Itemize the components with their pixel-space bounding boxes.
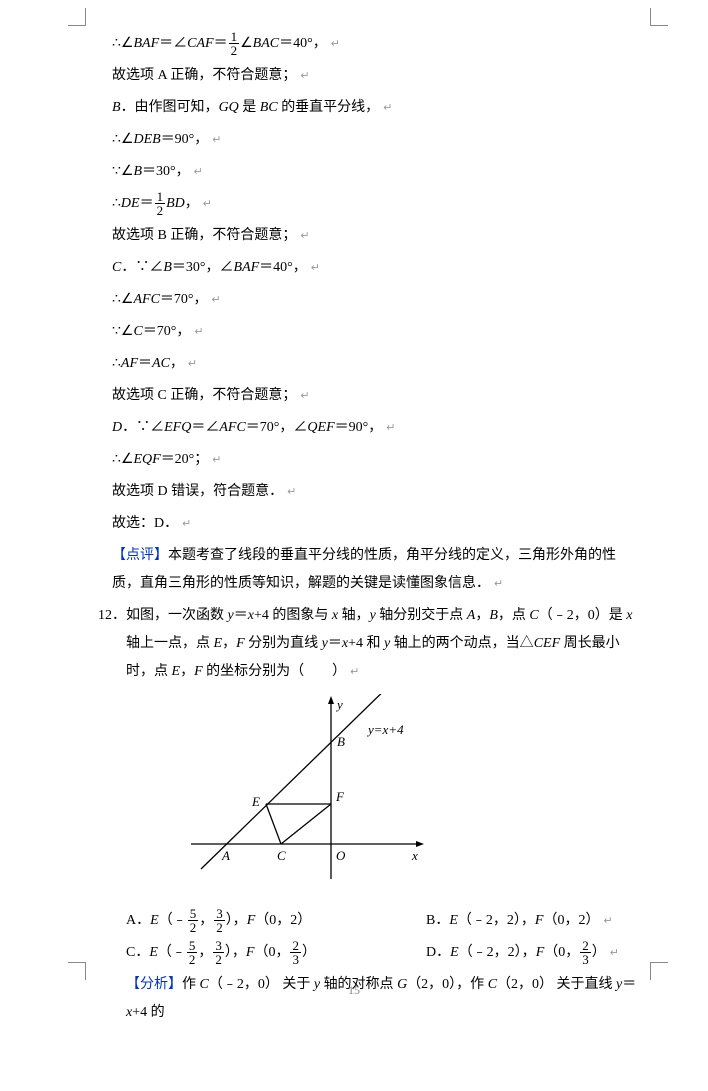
- var: BAC: [253, 36, 279, 51]
- options-row-2: C．E（﹣52，32），F（0，23） D．E（﹣2，2），F（0，23）↵: [126, 939, 638, 967]
- return-mark: ↵: [188, 353, 197, 375]
- return-mark: ↵: [603, 910, 612, 932]
- return-mark: ↵: [182, 513, 191, 535]
- fraction: 12: [229, 30, 240, 57]
- return-mark: ↵: [383, 97, 392, 119]
- svg-text:E: E: [251, 794, 260, 809]
- solution-line: 故选项 B 正确，不符合题意；↵: [98, 222, 638, 250]
- solution-line: 故选项 D 错误，符合题意．↵: [98, 478, 638, 506]
- return-mark: ↵: [494, 573, 503, 595]
- solution-line: 故选项 C 正确，不符合题意；↵: [98, 382, 638, 410]
- text: ＝: [214, 36, 228, 51]
- fraction: 12: [155, 190, 166, 217]
- return-mark: ↵: [212, 289, 221, 311]
- option-d: D．E（﹣2，2），F（0，23）↵: [426, 939, 638, 967]
- solution-line: ∴∠BAF＝∠CAF＝12∠BAC＝40°， ↵: [98, 30, 638, 58]
- crop-mark-tr: [650, 8, 668, 26]
- svg-text:O: O: [336, 848, 346, 863]
- review-text: 本题考查了线段的垂直平分线的性质，角平分线的定义，三角形外角的性质，直角三角形的…: [112, 548, 616, 591]
- fraction: 23: [290, 939, 301, 966]
- return-mark: ↵: [300, 225, 309, 247]
- return-mark: ↵: [386, 417, 395, 439]
- return-mark: ↵: [203, 193, 212, 215]
- question-text: 如图，一次函数 y＝x+4 的图象与 x 轴，y 轴分别交于点 A，B，点 C（…: [126, 602, 638, 686]
- question-12: 12． 如图，一次函数 y＝x+4 的图象与 x 轴，y 轴分别交于点 A，B，…: [98, 602, 638, 1031]
- svg-text:y=x+4: y=x+4: [366, 722, 404, 737]
- fraction: 52: [188, 907, 199, 934]
- svg-text:C: C: [277, 848, 286, 863]
- return-mark: ↵: [300, 385, 309, 407]
- solution-line: ∴DE＝12BD，↵: [98, 190, 638, 218]
- return-mark: ↵: [331, 33, 340, 55]
- return-mark: ↵: [194, 161, 203, 183]
- fraction: 32: [214, 907, 225, 934]
- text: ∠: [240, 36, 253, 51]
- solution-line: ∴AF＝AC，↵: [98, 350, 638, 378]
- svg-text:y: y: [335, 697, 343, 712]
- solution-line: C．∵∠B＝30°，∠BAF＝40°，↵: [98, 254, 638, 282]
- solution-line: ∴∠EQF＝20°；↵: [98, 446, 638, 474]
- svg-text:B: B: [337, 734, 345, 749]
- return-mark: ↵: [311, 257, 320, 279]
- option-a: A．E（﹣52，32），F（0，2）: [126, 907, 426, 935]
- fraction: 32: [213, 939, 224, 966]
- options-row-1: A．E（﹣52，32），F（0，2） B．E（﹣2，2），F（0，2）↵: [126, 907, 638, 935]
- solution-line: 故选：D．↵: [98, 510, 638, 538]
- solution-line: B．由作图可知，GQ 是 BC 的垂直平分线，↵: [98, 94, 638, 122]
- fraction: 23: [580, 939, 591, 966]
- question-figure: y x Oy=x+4 A B C E F: [186, 694, 638, 895]
- text: ＝∠: [159, 36, 187, 51]
- solution-line: ∴∠AFC＝70°，↵: [98, 286, 638, 314]
- option-c: C．E（﹣52，32），F（0，23）: [126, 939, 426, 967]
- text: ∴∠: [112, 36, 133, 51]
- page-number: 15: [0, 978, 708, 1002]
- option-b: B．E（﹣2，2），F（0，2）↵: [426, 907, 638, 935]
- solution-line: ∵∠C＝70°，↵: [98, 318, 638, 346]
- return-mark: ↵: [212, 449, 221, 471]
- svg-text:A: A: [221, 848, 230, 863]
- fraction: 52: [187, 939, 198, 966]
- solution-line: 故选项 A 正确，不符合题意；↵: [98, 62, 638, 90]
- question-body: 如图，一次函数 y＝x+4 的图象与 x 轴，y 轴分别交于点 A，B，点 C（…: [126, 602, 638, 1031]
- return-mark: ↵: [212, 129, 221, 151]
- return-mark: ↵: [287, 481, 296, 503]
- solution-line: D．∵∠EFQ＝∠AFC＝70°，∠QEF＝90°，↵: [98, 414, 638, 442]
- review-label: 【点评】: [112, 548, 168, 563]
- return-mark: ↵: [610, 942, 619, 964]
- solution-line: ∴∠DEB＝90°，↵: [98, 126, 638, 154]
- crop-mark-tl: [68, 8, 86, 26]
- svg-text:x: x: [411, 848, 418, 863]
- solution-line: ∵∠B＝30°，↵: [98, 158, 638, 186]
- return-mark: ↵: [194, 321, 203, 343]
- coordinate-graph: y x Oy=x+4 A B C E F: [186, 694, 426, 884]
- return-mark: ↵: [300, 65, 309, 87]
- var: CAF: [187, 36, 213, 51]
- svg-text:F: F: [335, 789, 345, 804]
- return-mark: ↵: [350, 661, 359, 683]
- page-body: ∴∠BAF＝∠CAF＝12∠BAC＝40°，↵ 故选项 A 正确，不符合题意；↵…: [0, 0, 708, 1091]
- question-number: 12．: [98, 602, 126, 1031]
- review-line: 【点评】本题考查了线段的垂直平分线的性质，角平分线的定义，三角形外角的性质，直角…: [98, 542, 638, 598]
- var: BAF: [133, 36, 159, 51]
- text: ＝40°，: [279, 36, 327, 51]
